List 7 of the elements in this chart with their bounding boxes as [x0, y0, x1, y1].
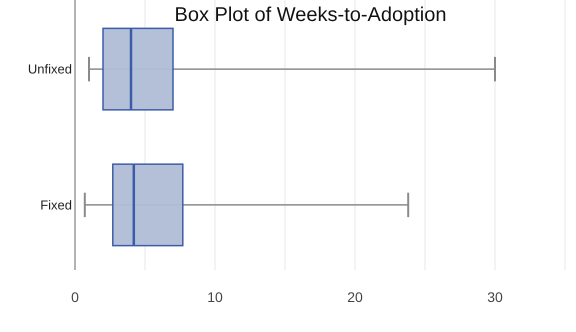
y-tick-label: Unfixed	[28, 62, 72, 77]
x-tick-label: 20	[347, 289, 363, 305]
x-tick-label: 0	[71, 289, 80, 305]
y-tick-label: Fixed	[40, 197, 72, 212]
x-tick-label: 30	[487, 289, 503, 305]
x-tick-label: 10	[207, 289, 223, 305]
chart-title: Box Plot of Weeks-to-Adoption	[174, 4, 446, 26]
